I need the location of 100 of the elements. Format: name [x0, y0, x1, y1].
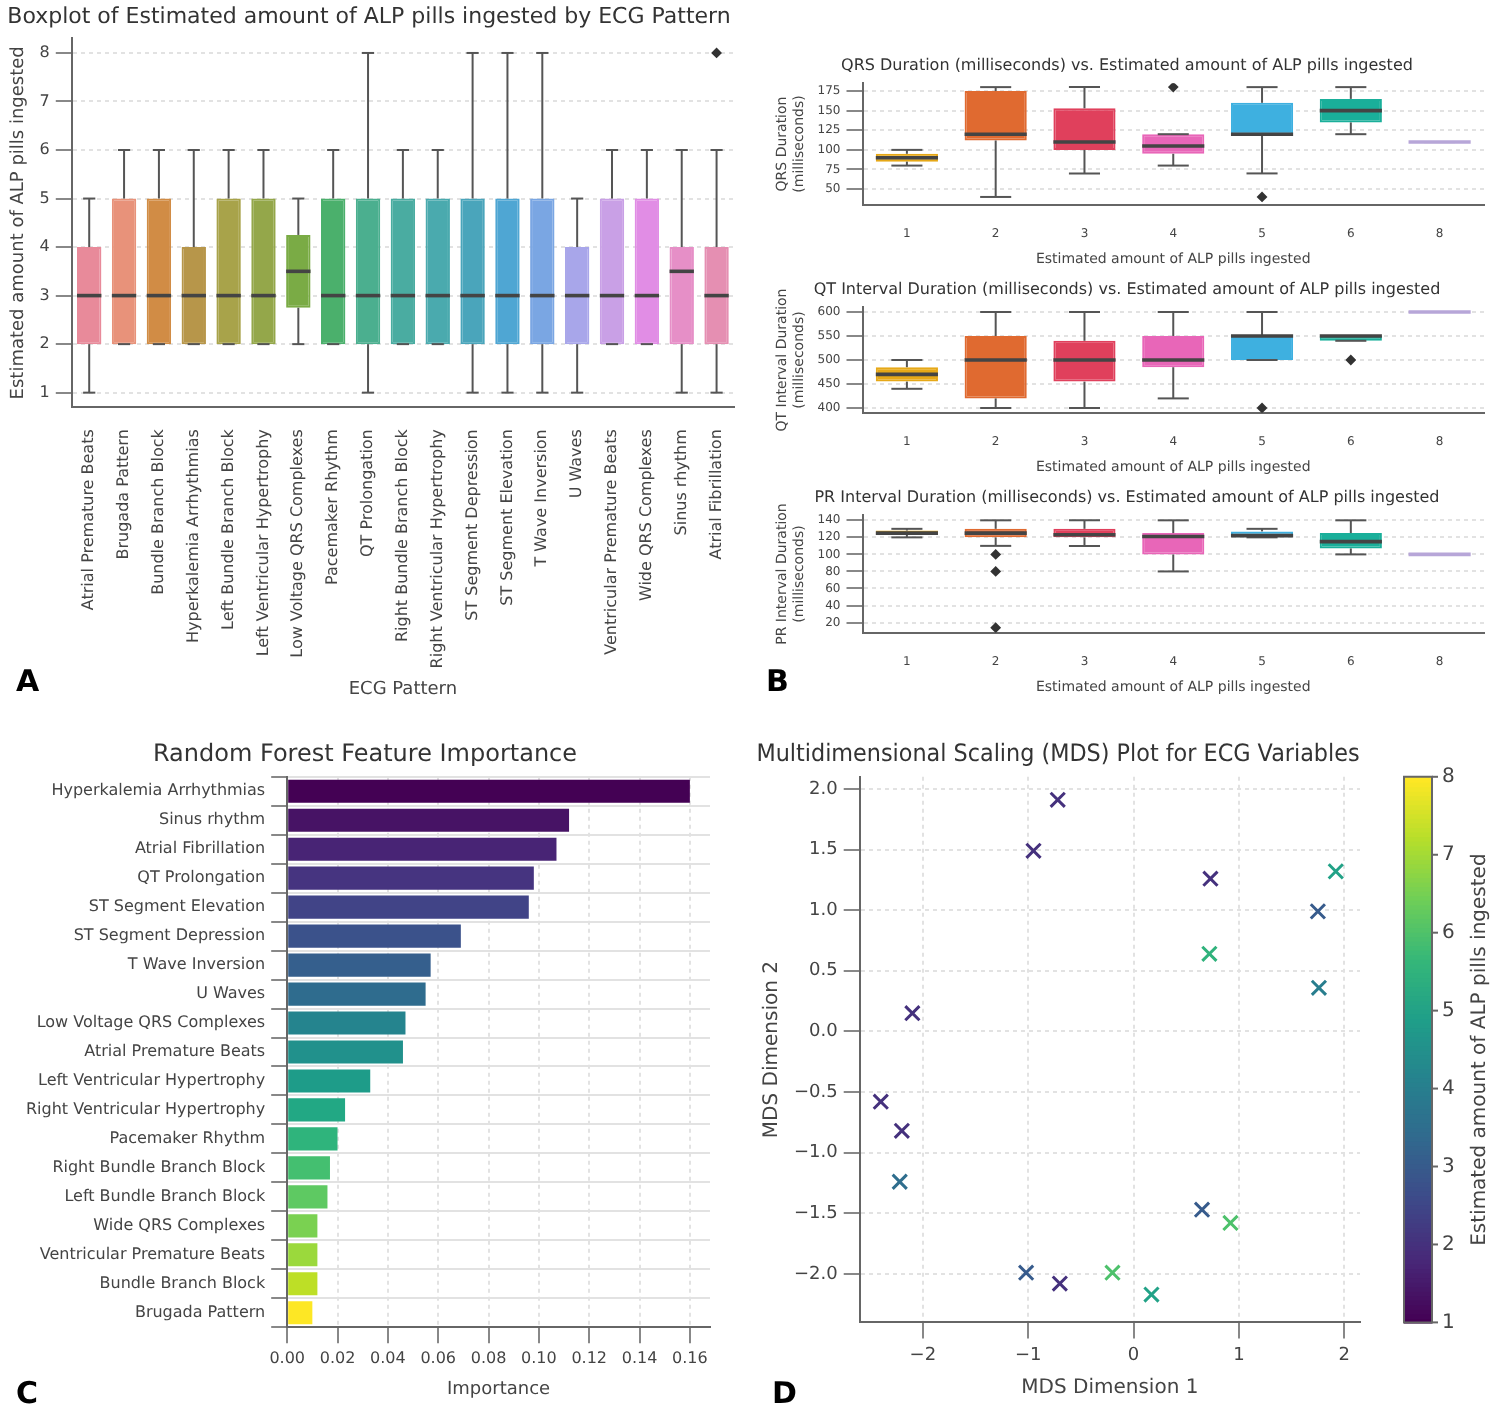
text: B [766, 662, 789, 699]
bar [288, 1272, 318, 1296]
bar [288, 1127, 338, 1151]
bar [288, 924, 461, 948]
chart-title: Multidimensional Scaling (MDS) Plot for ECG Variables [756, 737, 1360, 767]
color-bar-label: 7 [1442, 843, 1455, 866]
x-tick-label: 0.08 [470, 1348, 507, 1367]
point [893, 1122, 911, 1140]
x-tick-label: 0.12 [571, 1348, 608, 1367]
x-tick-label: Right Bundle Branch Block [393, 428, 412, 643]
bar [288, 953, 431, 977]
y-axis-title: Estimated amount of ALP pills ingested [9, 46, 30, 400]
y-tick-label: Ventricular Premature Beats [39, 1244, 266, 1263]
chart-title: PR Interval Duration (milliseconds) vs. Estimated amount of ALP pills ingested [814, 487, 1440, 506]
chart-title: Random Forest Feature Importance [152, 738, 578, 767]
point [1327, 862, 1345, 880]
y-tick-label: Right Ventricular Hypertrophy [26, 1100, 266, 1119]
y-tick-label: 3 [39, 285, 50, 304]
y-tick-label: 0.5 [809, 961, 838, 982]
text: A [16, 662, 40, 699]
point [1049, 791, 1067, 809]
x-tick-label: −1 [1014, 1345, 1042, 1366]
y-tick-label: 1.5 [809, 840, 838, 861]
x-tick-label: 0 [1127, 1345, 1140, 1366]
y-tick-label: −0.5 [793, 1082, 838, 1103]
y-tick-label: 5 [39, 188, 50, 207]
color-bar-label: 8 [1442, 765, 1455, 788]
y-tick-label: ST Segment Elevation [88, 897, 266, 916]
point [903, 1004, 921, 1022]
x-tick-label: ST Segment Depression [462, 429, 481, 621]
point [1309, 902, 1327, 920]
y-tick-label: T Wave Inversion [125, 955, 266, 974]
chart-title: QRS Duration (milliseconds) vs. Estimated amount of ALP pills ingested [841, 55, 1413, 74]
point [1201, 870, 1220, 888]
x-tick-label: T Wave Inversion [532, 429, 551, 569]
y-tick-label: −2.0 [793, 1264, 839, 1285]
bar [288, 1243, 318, 1267]
y-tick-label: 8 [39, 43, 50, 62]
x-tick-label: Sinus rhythm [671, 428, 690, 536]
x-tick-label: U Waves [567, 429, 586, 499]
bar [288, 1185, 328, 1209]
color-bar-title: Estimated amount of ALP pills ingested [1469, 853, 1492, 1246]
bar [288, 808, 570, 832]
y-tick-label: Low Voltage QRS Complexes [36, 1013, 266, 1032]
y-tick-label: Hyperkalemia Arrhythmias [51, 781, 266, 800]
y-tick-label: 2 [39, 334, 50, 353]
bar [288, 866, 534, 890]
y-tick-label: 0.0 [809, 1022, 839, 1043]
bar [288, 895, 529, 919]
y-tick-label: Atrial Fibrillation [134, 839, 266, 858]
y-tick-label: ST Segment Depression [73, 926, 266, 945]
y-tick-label: Pacemaker Rhythm [109, 1129, 266, 1148]
bar [288, 982, 426, 1006]
point [1200, 945, 1218, 963]
color-bar-label: 1 [1442, 1311, 1455, 1334]
y-tick-label: Left Ventricular Hypertrophy [38, 1071, 266, 1090]
y-tick-label: U Waves [196, 984, 266, 1003]
color-bar-label: 3 [1442, 1155, 1455, 1178]
y-tick-label: 2.0 [809, 779, 839, 800]
x-axis-title: Importance [447, 1379, 552, 1400]
x-tick-label: 0.16 [672, 1348, 708, 1367]
x-tick-label: Atrial Fibrillation [706, 429, 725, 560]
bar [288, 1069, 371, 1093]
point [1193, 1201, 1211, 1219]
chart-title: Boxplot of Estimated amount of ALP pills ingested by ECG Pattern [7, 2, 731, 29]
y-tick-label: 6 [39, 140, 50, 159]
x-tick-label: −2 [909, 1345, 937, 1366]
bar [288, 1098, 346, 1122]
x-tick-label: 0.06 [420, 1348, 456, 1367]
point [1310, 979, 1328, 997]
point [1103, 1264, 1122, 1282]
y-tick-label: QT Prolongation [137, 868, 266, 887]
bar [288, 1156, 330, 1180]
bar [288, 1214, 318, 1238]
color-bar-label: 5 [1442, 999, 1455, 1022]
y-axis-title: MDS Dimension 2 [761, 961, 784, 1139]
y-tick-label: 1 [39, 382, 50, 401]
x-axis-title: MDS Dimension 1 [1021, 1377, 1199, 1400]
text: C [16, 1374, 39, 1411]
point [1142, 1285, 1161, 1304]
bar [288, 837, 557, 861]
y-tick-label: −1.0 [793, 1143, 839, 1164]
bar [288, 1040, 403, 1064]
x-tick-label: 0.02 [319, 1348, 356, 1367]
point [1051, 1275, 1069, 1293]
y-tick-label: Atrial Premature Beats [84, 1042, 266, 1061]
chart-title: QT Interval Duration (milliseconds) vs. Estimated amount of ALP pills ingested [813, 279, 1441, 298]
point [1221, 1214, 1240, 1232]
point [872, 1093, 890, 1111]
color-bar-label: 4 [1442, 1077, 1455, 1100]
text: D [772, 1374, 797, 1411]
bar [288, 779, 690, 803]
y-tick-label: Brugada Pattern [134, 1302, 266, 1321]
x-tick-label: 0.10 [521, 1348, 557, 1367]
x-tick-label: Right Ventricular Hypertrophy [427, 428, 446, 669]
y-tick-label: Right Bundle Branch Block [52, 1158, 266, 1177]
bar [288, 1301, 313, 1325]
point [1017, 1264, 1035, 1282]
y-tick-label: Wide QRS Complexes [93, 1215, 266, 1234]
x-tick-label: Ventricular Premature Beats [602, 429, 621, 655]
